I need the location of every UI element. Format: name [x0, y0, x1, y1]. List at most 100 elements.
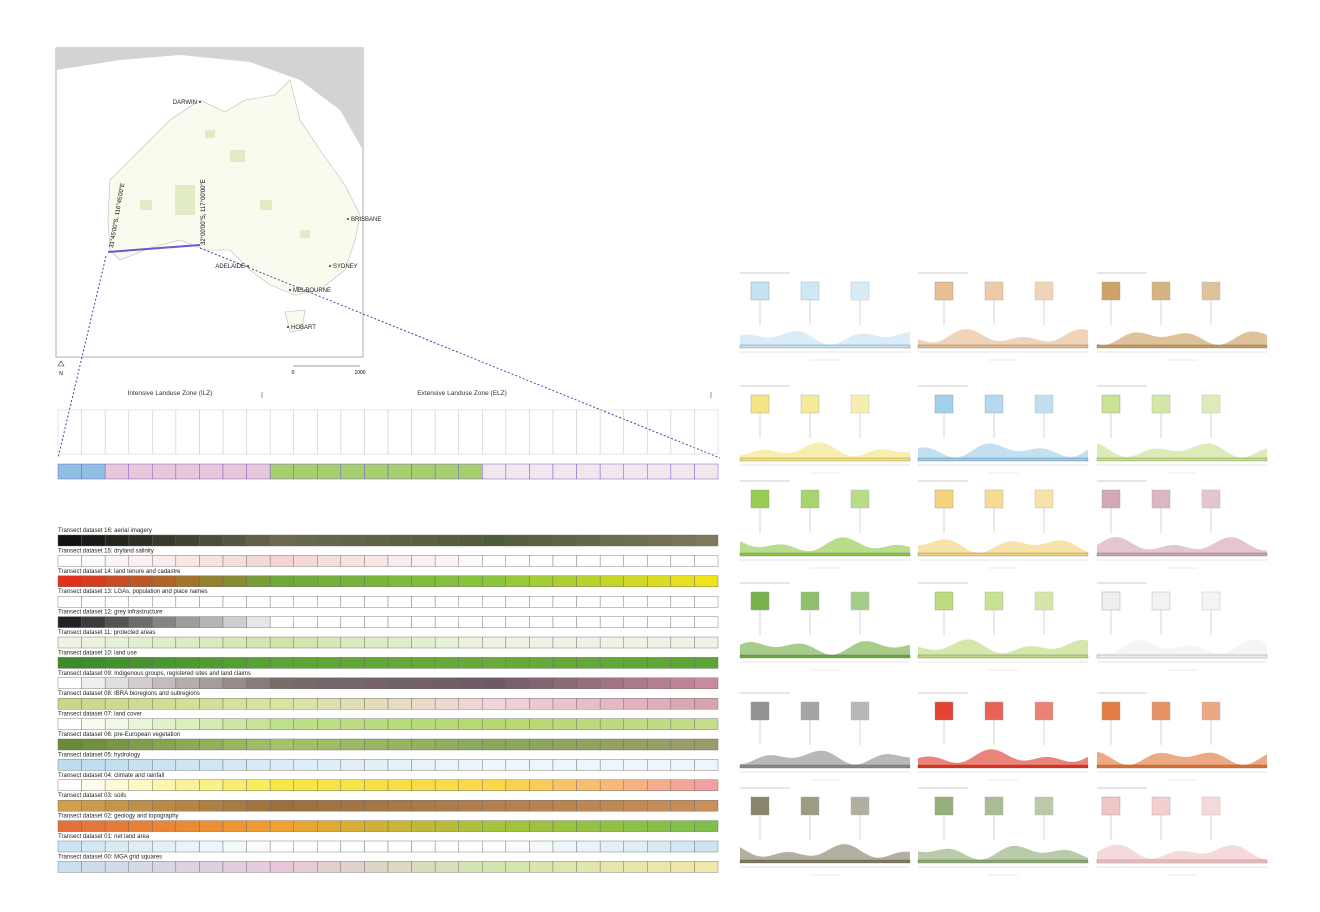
- dataset-cell: [199, 698, 224, 710]
- dataset-cell: [599, 657, 624, 669]
- analysis-panel: [1096, 272, 1268, 361]
- dataset-cell: [670, 800, 695, 812]
- dataset-cell: [317, 759, 342, 771]
- dataset-cell: [647, 616, 672, 628]
- city-dot: [347, 218, 349, 220]
- elevation-cell: [505, 409, 530, 455]
- dataset-cell: [434, 840, 459, 853]
- dataset-cell: [199, 861, 224, 873]
- dataset-cell: [576, 657, 601, 669]
- dataset-cell: [293, 759, 318, 771]
- dataset-cell: [222, 677, 247, 689]
- dataset-label: Transect dataset 05: hydrology: [58, 752, 140, 758]
- dataset-cell: [694, 575, 719, 587]
- dataset-cell: [317, 575, 342, 587]
- dataset-cell: [387, 677, 412, 689]
- panel-strip: [739, 654, 911, 659]
- dataset-cell: [57, 636, 82, 649]
- transect-cell: [128, 463, 153, 480]
- dataset-cell: [81, 575, 106, 587]
- analysis-panel: [1096, 787, 1268, 876]
- transect-cell: [293, 463, 318, 480]
- dataset-cell: [411, 779, 436, 791]
- transect-cell: [199, 463, 224, 480]
- dataset-cell: [434, 677, 459, 689]
- dataset-cell: [246, 698, 271, 710]
- dataset-cell: [505, 820, 530, 832]
- dataset-cell: [694, 840, 719, 853]
- analysis-panel: [917, 272, 1089, 361]
- dataset-cell: [340, 677, 365, 689]
- dataset-cell: [128, 534, 153, 547]
- dataset-cell: [222, 596, 247, 608]
- dataset-cell: [623, 575, 648, 587]
- dataset-cell: [529, 759, 554, 771]
- dataset-cell: [269, 534, 294, 547]
- elevation-cell: [411, 409, 436, 455]
- transect-cell: [152, 463, 177, 480]
- dataset-cell: [599, 800, 624, 812]
- dataset-cell: [647, 718, 672, 730]
- dataset-cell: [647, 534, 672, 547]
- dataset-cell: [482, 698, 507, 710]
- dataset-cell: [411, 636, 436, 649]
- dataset-cell: [670, 820, 695, 832]
- dataset-cell: [387, 555, 412, 567]
- city-dot: [329, 265, 331, 267]
- dataset-cell: [694, 555, 719, 567]
- elevation-cell: [458, 409, 483, 455]
- dataset-cell: [340, 738, 365, 751]
- dataset-label: Transect dataset 15: dryland salinity: [58, 548, 154, 554]
- dataset-cell: [387, 596, 412, 608]
- dataset-cell: [175, 718, 200, 730]
- dataset-cell: [576, 555, 601, 567]
- dataset-cell: [104, 555, 129, 567]
- dataset-cell: [529, 677, 554, 689]
- transect-cell: [434, 463, 459, 480]
- dataset-cell: [458, 759, 483, 771]
- elevation-cell: [104, 409, 129, 455]
- dataset-cell: [199, 759, 224, 771]
- dataset-cell: [647, 596, 672, 608]
- analysis-panel: [917, 582, 1089, 671]
- dataset-cell: [364, 698, 389, 710]
- transect-cell: [694, 463, 719, 480]
- dataset-cell: [458, 575, 483, 587]
- dataset-cell: [599, 616, 624, 628]
- dataset-cell: [647, 800, 672, 812]
- panel-strip: [1096, 764, 1268, 769]
- dataset-cell: [552, 596, 577, 608]
- dataset-cell: [222, 657, 247, 669]
- thumbnail: [1151, 701, 1171, 721]
- dataset-cell: [623, 534, 648, 547]
- dataset-cell: [104, 820, 129, 832]
- dataset-cell: [647, 677, 672, 689]
- dataset-cell: [246, 677, 271, 689]
- panel-strip: [1096, 859, 1268, 864]
- dataset-cell: [599, 738, 624, 751]
- dataset-cell: [694, 759, 719, 771]
- dataset-cell: [246, 820, 271, 832]
- dataset-cell: [364, 534, 389, 547]
- dataset-cell: [57, 820, 82, 832]
- elevation-cell: [152, 409, 177, 455]
- dataset-cell: [57, 657, 82, 669]
- dataset-cell: [434, 800, 459, 812]
- transect-cell: [364, 463, 389, 480]
- dataset-cell: [670, 596, 695, 608]
- north-arrow: [57, 360, 65, 367]
- dataset-cell: [128, 677, 153, 689]
- dataset-cell: [293, 534, 318, 547]
- dataset-cell: [364, 555, 389, 567]
- dataset-label: Transect dataset 08: IBRA bioregions and…: [58, 691, 200, 697]
- dataset-cell: [411, 657, 436, 669]
- profile-area: [740, 537, 910, 553]
- dataset-cell: [81, 657, 106, 669]
- transect-line: [107, 244, 201, 253]
- dataset-cell: [670, 534, 695, 547]
- dataset-cell: [246, 596, 271, 608]
- dataset-cell: [175, 555, 200, 567]
- dataset-cell: [246, 738, 271, 751]
- thumbnail: [800, 591, 820, 611]
- dataset-cell: [128, 636, 153, 649]
